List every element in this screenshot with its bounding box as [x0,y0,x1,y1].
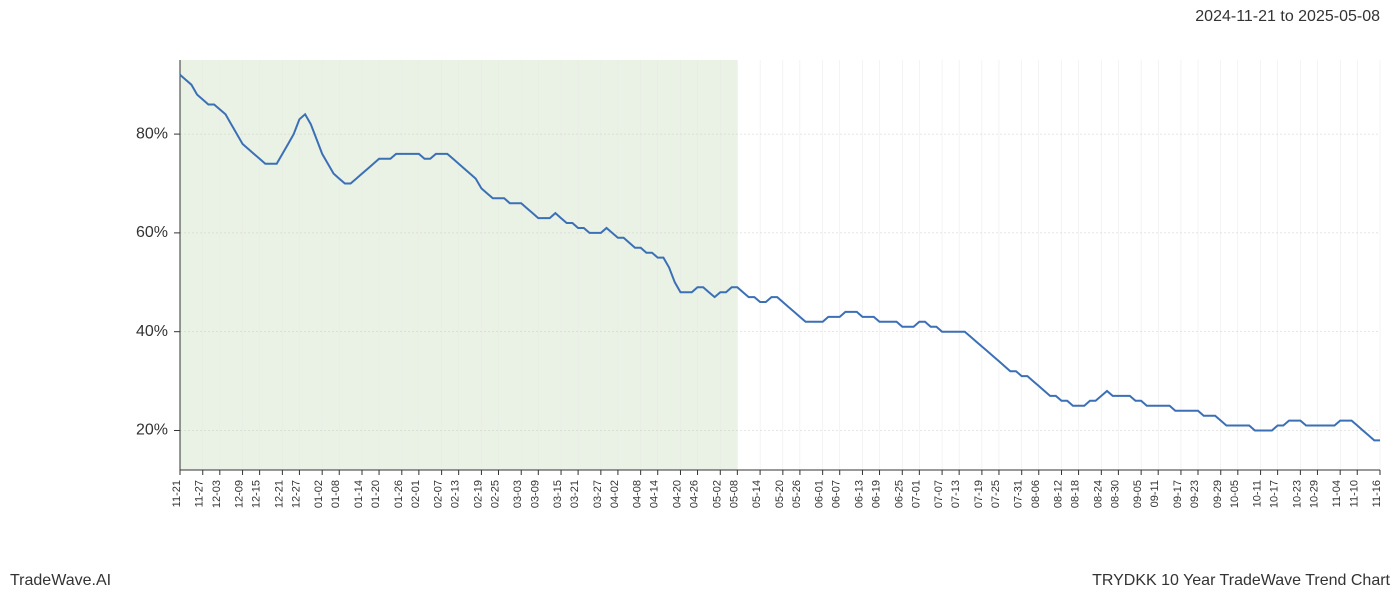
x-tick-label: 10-29 [1308,480,1320,508]
x-tick-label: 04-20 [671,480,683,508]
x-tick-label: 11-21 [171,480,183,507]
x-tick-label: 12-27 [290,480,302,508]
x-tick-label: 08-18 [1070,480,1082,508]
x-tick-label: 02-19 [472,480,484,508]
x-tick-label: 04-14 [649,480,661,508]
x-tick-label: 10-05 [1229,480,1241,508]
x-tick-label: 01-20 [370,480,382,508]
y-tick-label: 20% [136,422,168,439]
x-tick-label: 01-14 [353,480,365,508]
x-tick-label: 03-27 [592,480,604,508]
y-tick-label: 60% [136,224,168,241]
x-tick-label: 12-03 [211,480,223,508]
x-tick-label: 05-02 [711,480,723,508]
x-tick-label: 06-13 [853,480,865,508]
x-tick-label: 10-17 [1269,480,1281,508]
brand-label: TradeWave.AI [10,572,111,590]
x-tick-label: 02-25 [489,480,501,508]
y-tick-label: 80% [136,125,168,142]
x-tick-label: 09-11 [1149,480,1161,507]
x-tick-label: 09-17 [1172,480,1184,508]
x-tick-label: 02-07 [433,480,445,508]
x-tick-label: 01-26 [393,480,405,508]
x-tick-label: 07-07 [933,480,945,508]
x-tick-label: 08-24 [1092,480,1104,508]
x-tick-label: 11-27 [194,480,206,507]
x-tick-label: 05-20 [774,480,786,508]
x-tick-label: 08-12 [1053,480,1065,508]
x-tick-label: 03-09 [529,480,541,508]
x-tick-label: 11-04 [1331,480,1343,507]
x-tick-label: 12-15 [251,480,263,508]
x-tick-label: 10-23 [1291,480,1303,508]
x-tick-label: 08-06 [1030,480,1042,508]
x-tick-label: 11-10 [1348,480,1360,507]
x-tick-label: 02-01 [410,480,422,508]
x-tick-label: 02-13 [450,480,462,508]
x-tick-label: 03-15 [552,480,564,508]
x-tick-label: 09-29 [1212,480,1224,508]
x-tick-label: 09-23 [1189,480,1201,508]
date-range: 2024-11-21 to 2025-05-08 [1195,8,1380,26]
x-tick-label: 05-26 [791,480,803,508]
x-tick-label: 12-09 [234,480,246,508]
y-tick-label: 40% [136,323,168,340]
x-tick-label: 06-07 [831,480,843,508]
x-tick-label: 04-02 [609,480,621,508]
chart-title: TRYDKK 10 Year TradeWave Trend Chart [1092,572,1390,590]
x-tick-label: 10-11 [1252,480,1264,507]
x-tick-label: 11-16 [1371,480,1383,507]
x-tick-label: 05-14 [751,480,763,508]
x-tick-label: 01-08 [330,480,342,508]
x-tick-label: 03-21 [569,480,581,508]
x-tick-label: 08-30 [1109,480,1121,508]
x-tick-label: 07-19 [973,480,985,508]
x-tick-label: 09-05 [1132,480,1144,508]
x-tick-label: 07-31 [1013,480,1025,508]
trend-chart: 20% 40% 60% 80% 11-21 11-27 12-03 12-09 12-15 12-… [0,50,1400,520]
x-tick-label: 07-01 [910,480,922,508]
x-tick-label: 07-13 [950,480,962,508]
x-tick-label: 03-03 [512,480,524,508]
x-tick-label: 04-08 [632,480,644,508]
x-tick-label: 06-19 [871,480,883,508]
x-tick-label: 01-02 [313,480,325,508]
x-tick-label: 06-01 [814,480,826,508]
x-tick-label: 12-21 [273,480,285,508]
x-tick-label: 06-25 [893,480,905,508]
x-tick-label: 04-26 [689,480,701,508]
x-tick-label: 05-08 [728,480,740,508]
x-tick-label: 07-25 [990,480,1002,508]
